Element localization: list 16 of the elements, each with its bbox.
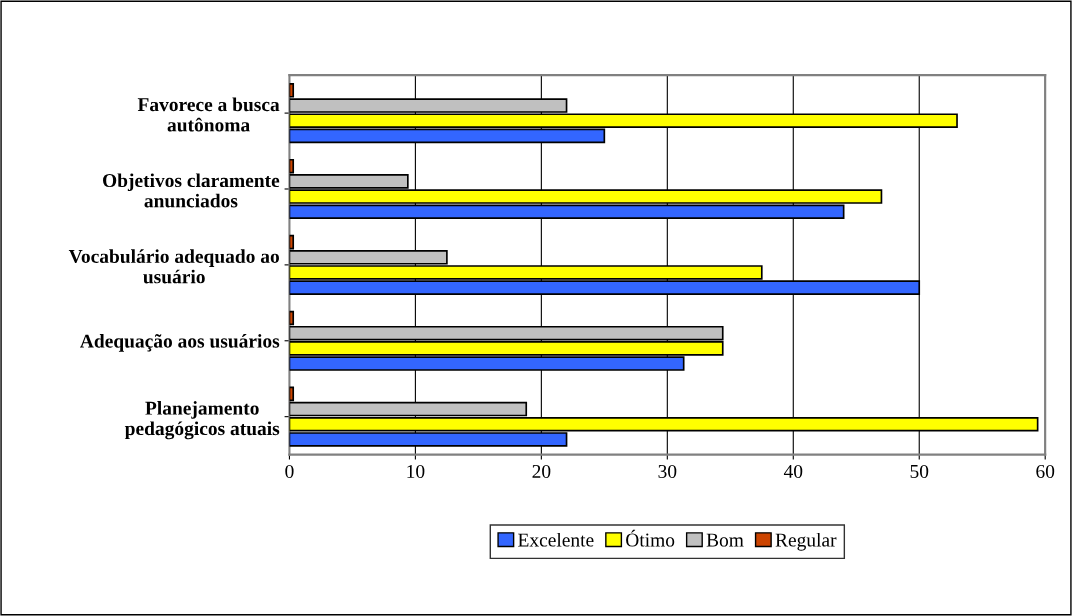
x-tick-label: 30 — [658, 464, 677, 479]
y-tick-label: Vocabulário adequado ao usuário — [68, 249, 279, 284]
legend-label: Bom — [706, 533, 744, 547]
y-tick-label: Objetivos claramente anunciados — [103, 173, 280, 208]
x-tick-label: 10 — [407, 464, 425, 479]
y-tick-label: Planejamento pedagógicos atuais — [124, 401, 280, 440]
y-tick-label: Adequação aos usuários — [80, 334, 280, 352]
y-tick-label: Favorece a busca autônoma — [137, 97, 280, 132]
x-tick-label: 50 — [910, 464, 929, 479]
x-tick-label: 0 — [285, 464, 294, 479]
legend-label: Regular — [775, 532, 837, 551]
legend-label: Excelente — [518, 532, 594, 547]
x-tick-label: 40 — [783, 464, 803, 479]
legend-label: Ótimo — [626, 529, 675, 547]
x-tick-label: 20 — [532, 464, 551, 479]
x-tick-label: 60 — [1036, 464, 1055, 479]
